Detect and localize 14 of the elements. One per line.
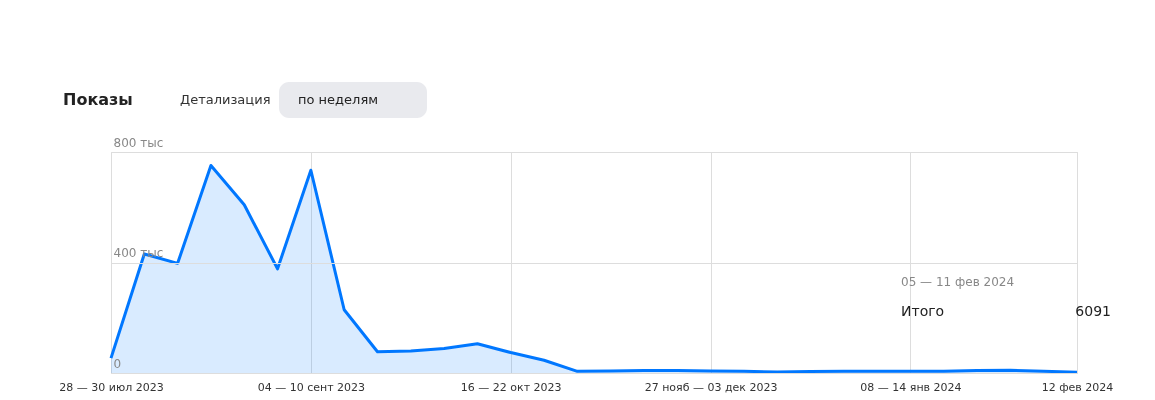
- x-tick-label: 27 нояб — 03 дек 2023: [644, 380, 778, 394]
- chart-title: Показы: [63, 90, 133, 109]
- text: Детализация: [180, 92, 271, 107]
- x-tick-label: 12 фев 2024: [1041, 380, 1114, 394]
- x-tick-label: 16 — 22 окт 2023: [460, 380, 562, 394]
- annotation: Итого: [901, 303, 945, 319]
- x-tick-label: 08 — 14 янв 2024: [860, 380, 962, 394]
- text: по неделям: [298, 92, 379, 107]
- x-tick-label: 28 — 30 июл 2023: [59, 380, 164, 394]
- y-tick-label: 0: [113, 356, 122, 371]
- y-tick-label: 800 тыс: [113, 135, 164, 150]
- annotation: 05 — 11 фев 2024: [901, 275, 1015, 289]
- x-tick-label: 04 — 10 сент 2023: [257, 380, 366, 394]
- annotation: 6091: [1075, 303, 1111, 319]
